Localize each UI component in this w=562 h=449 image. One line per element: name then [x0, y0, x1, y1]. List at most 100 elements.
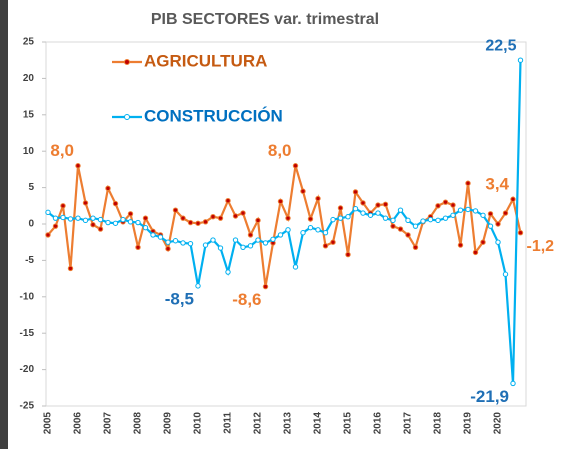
data-point	[232, 213, 239, 219]
data-point	[97, 226, 104, 232]
data-label: -8,5	[165, 289, 194, 308]
data-point	[225, 198, 231, 204]
x-tick-label: 2017	[403, 412, 414, 435]
legend-label: AGRICULTURA	[144, 51, 267, 70]
data-point	[300, 230, 306, 236]
data-point	[202, 219, 209, 225]
data-point	[315, 227, 321, 233]
x-tick-label: 2009	[163, 412, 174, 435]
data-point	[420, 218, 426, 224]
data-point	[255, 217, 261, 224]
data-point	[112, 220, 119, 226]
data-point	[315, 195, 321, 202]
data-label: 22,5	[485, 37, 516, 54]
data-point	[232, 237, 239, 243]
data-point	[390, 223, 396, 229]
data-point	[135, 219, 141, 226]
x-tick-label: 2015	[343, 412, 354, 435]
data-point	[457, 242, 464, 248]
data-point	[300, 188, 306, 194]
data-point	[75, 163, 81, 169]
data-point	[330, 216, 336, 223]
data-point	[480, 239, 486, 245]
data-point	[465, 180, 471, 186]
data-point	[165, 239, 171, 245]
y-tick-label: 5	[28, 182, 34, 193]
y-tick-label: 10	[23, 146, 35, 157]
data-point	[67, 265, 74, 272]
x-tick-label: 2019	[463, 412, 474, 435]
data-point	[90, 215, 96, 221]
data-point	[517, 57, 524, 63]
data-label: 8,0	[50, 141, 74, 160]
data-point	[465, 206, 471, 213]
data-point	[472, 249, 479, 256]
data-point	[375, 210, 381, 216]
data-point	[75, 215, 81, 221]
data-point	[52, 215, 59, 221]
data-label: 8,0	[268, 141, 292, 160]
x-tick-label: 2014	[313, 412, 324, 435]
data-label: -8,6	[232, 290, 261, 309]
data-point	[285, 215, 291, 221]
data-point	[352, 206, 359, 212]
legend-marker	[124, 114, 130, 120]
legend-marker	[124, 59, 130, 65]
x-tick-label: 2008	[133, 412, 144, 435]
x-tick-label: 2011	[223, 412, 234, 434]
data-point	[360, 210, 366, 216]
data-point	[240, 210, 246, 216]
data-point	[427, 216, 434, 223]
data-point	[435, 217, 441, 224]
x-tick-label: 2016	[373, 412, 384, 435]
data-point	[67, 216, 74, 222]
data-point	[450, 212, 456, 218]
legend-label: CONSTRUCCIÓN	[144, 106, 283, 125]
y-tick-label: -5	[25, 255, 34, 266]
data-point	[382, 215, 389, 221]
window-edge	[0, 0, 8, 449]
data-point	[360, 200, 366, 206]
data-point	[322, 243, 329, 249]
data-point	[150, 232, 156, 238]
data-point	[180, 215, 186, 221]
data-point	[142, 215, 149, 221]
data-point	[180, 240, 186, 246]
data-point	[375, 202, 381, 208]
data-point	[285, 227, 291, 233]
data-label: 3,4	[485, 175, 509, 194]
data-point	[217, 215, 224, 221]
data-point	[382, 201, 389, 208]
data-point	[210, 214, 216, 220]
data-point	[345, 214, 351, 220]
data-point	[510, 380, 516, 387]
data-point	[105, 185, 111, 192]
data-point	[112, 200, 119, 207]
y-tick-label: -20	[20, 364, 35, 375]
data-point	[457, 207, 464, 213]
data-point	[247, 232, 254, 238]
data-point	[510, 196, 516, 202]
x-tick-label: 2010	[193, 412, 204, 435]
data-point	[90, 222, 96, 228]
data-point	[292, 264, 299, 270]
data-point	[405, 232, 411, 238]
x-tick-label: 2005	[43, 412, 54, 435]
data-point	[262, 283, 269, 290]
data-point	[210, 237, 216, 243]
data-point	[495, 221, 501, 227]
data-point	[142, 224, 149, 231]
data-point	[412, 223, 419, 229]
data-point	[52, 223, 59, 229]
data-point	[450, 202, 456, 208]
data-point	[120, 216, 126, 223]
data-point	[82, 200, 89, 206]
y-tick-label: -15	[20, 328, 35, 339]
data-point	[397, 226, 404, 232]
data-point	[247, 243, 254, 249]
x-tick-label: 2018	[433, 412, 444, 435]
data-point	[157, 234, 164, 240]
x-tick-label: 2020	[493, 412, 504, 435]
x-tick-label: 2006	[73, 412, 84, 435]
